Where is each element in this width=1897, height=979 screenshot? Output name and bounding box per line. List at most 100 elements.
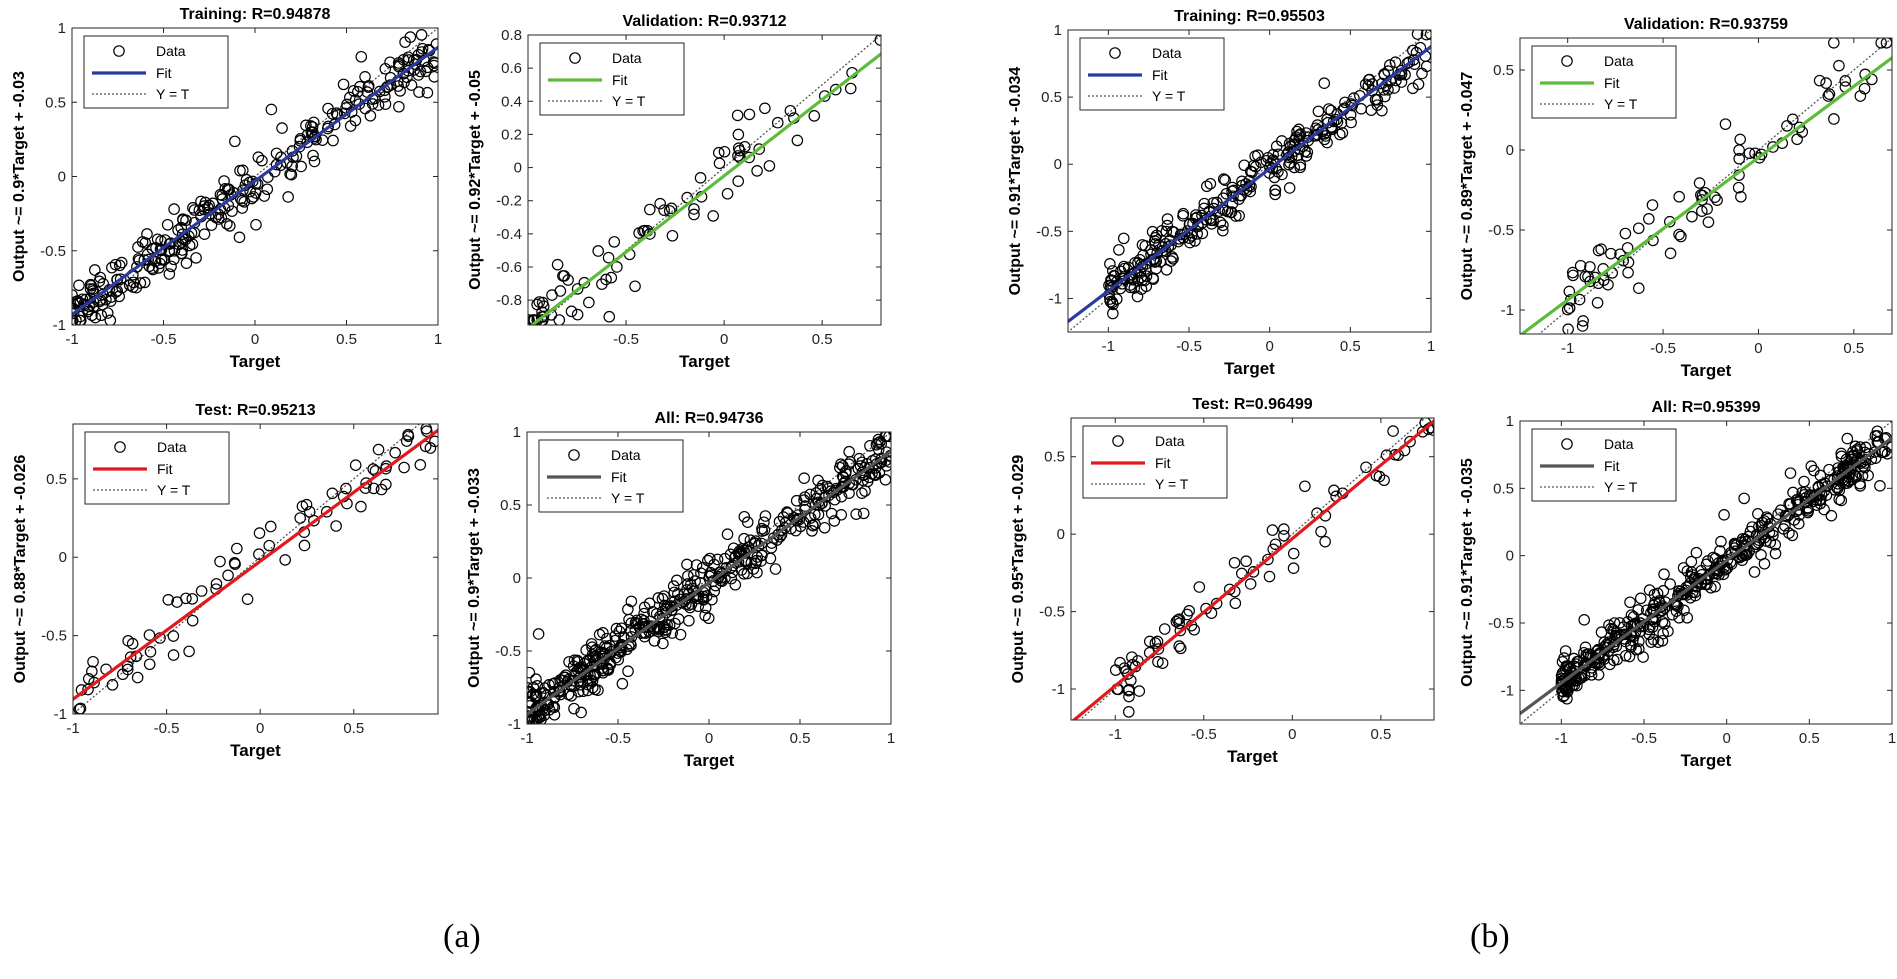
data-point bbox=[758, 516, 770, 529]
data-point bbox=[236, 202, 249, 214]
data-point bbox=[1875, 38, 1887, 49]
data-point bbox=[1822, 90, 1835, 102]
regression-panel-a-training: -1 -0.5 0 0.5 1 -1 -0.5 0 0.5 1 Training: R=0.9487… bbox=[11, 6, 442, 371]
data-point bbox=[1369, 93, 1382, 106]
data-point bbox=[1149, 231, 1162, 244]
data-point bbox=[362, 81, 375, 93]
data-point bbox=[190, 252, 202, 264]
data-point bbox=[729, 578, 742, 591]
data-point bbox=[872, 433, 885, 446]
data-point bbox=[1619, 227, 1632, 240]
data-point bbox=[250, 218, 262, 231]
y-axis-label: Output ~= 0.92*Target + -0.05 bbox=[467, 70, 484, 290]
data-point bbox=[759, 102, 771, 115]
data-point bbox=[1715, 535, 1727, 548]
data-point bbox=[389, 446, 401, 459]
data-point bbox=[835, 509, 848, 521]
data-point bbox=[1288, 161, 1301, 174]
data-point bbox=[1662, 625, 1674, 638]
y-tick-label: 0 bbox=[58, 169, 66, 186]
data-point bbox=[602, 251, 615, 264]
y-axis-label: Output ~= 0.91*Target + -0.034 bbox=[1007, 67, 1024, 296]
data-point bbox=[161, 218, 174, 231]
y-tick-label: -0.5 bbox=[1488, 615, 1514, 632]
data-point bbox=[527, 713, 537, 724]
x-axis-label: Target bbox=[1224, 359, 1275, 378]
y-tick-label: 0.6 bbox=[501, 60, 522, 77]
axes-frame bbox=[1070, 417, 1435, 721]
x-tick-label: 1 bbox=[434, 331, 442, 348]
data-point bbox=[708, 558, 720, 571]
data-point bbox=[527, 666, 536, 679]
data-point bbox=[1319, 535, 1331, 548]
data-point bbox=[603, 310, 616, 323]
data-point bbox=[738, 568, 750, 580]
data-point bbox=[688, 208, 700, 221]
data-point bbox=[1675, 230, 1687, 243]
data-point bbox=[592, 684, 604, 697]
data-point bbox=[349, 459, 362, 471]
data-point bbox=[530, 673, 542, 686]
data-point bbox=[398, 461, 410, 474]
data-point bbox=[1244, 165, 1257, 178]
data-point bbox=[1166, 225, 1179, 238]
data-point bbox=[1151, 635, 1164, 648]
data-point bbox=[1709, 191, 1721, 204]
data-point bbox=[1664, 247, 1677, 260]
legend-fit-label: Fit bbox=[611, 469, 627, 485]
y-tick-label: -1 bbox=[53, 317, 66, 334]
data-point bbox=[1276, 135, 1288, 147]
data-point bbox=[229, 135, 241, 148]
data-point bbox=[1611, 653, 1624, 666]
data-point bbox=[1851, 443, 1864, 456]
data-point bbox=[713, 157, 726, 170]
x-axis-label: Target bbox=[1681, 361, 1732, 380]
data-point bbox=[850, 508, 862, 520]
y-tick-label: 0.5 bbox=[1044, 449, 1065, 466]
plot-content bbox=[73, 424, 438, 714]
legend-fit-label: Fit bbox=[156, 65, 172, 81]
data-point bbox=[1664, 578, 1676, 590]
axes-frame bbox=[527, 34, 882, 326]
data-point bbox=[1125, 674, 1137, 687]
data-point bbox=[221, 218, 233, 230]
fit-line bbox=[1520, 435, 1892, 716]
data-point bbox=[1174, 228, 1187, 241]
data-point bbox=[874, 35, 881, 46]
data-point bbox=[173, 238, 185, 251]
data-point bbox=[809, 518, 821, 531]
data-point bbox=[1152, 643, 1165, 655]
data-point bbox=[1577, 315, 1589, 327]
x-tick-label: 0.5 bbox=[1843, 340, 1864, 357]
data-point bbox=[666, 627, 679, 639]
data-point bbox=[1401, 57, 1414, 70]
data-point bbox=[1821, 480, 1833, 493]
plot-title: All: R=0.95399 bbox=[1652, 399, 1761, 416]
data-point bbox=[688, 203, 700, 215]
plot-title: Test: R=0.96499 bbox=[1192, 396, 1312, 413]
data-point bbox=[1815, 493, 1827, 506]
y-tick-label: 0 bbox=[1054, 156, 1062, 173]
data-point bbox=[1136, 274, 1149, 287]
data-point bbox=[1173, 613, 1186, 625]
data-point bbox=[562, 274, 574, 286]
y-axis-label: Output ~= 0.95*Target + -0.029 bbox=[1010, 455, 1027, 684]
data-point bbox=[305, 120, 317, 132]
data-point bbox=[1574, 259, 1587, 272]
data-point bbox=[168, 203, 180, 215]
y-tick-label: 0 bbox=[514, 160, 522, 177]
data-point bbox=[577, 685, 589, 698]
data-point bbox=[732, 175, 745, 187]
data-point bbox=[1696, 205, 1708, 217]
data-point bbox=[1229, 597, 1242, 610]
data-point bbox=[537, 300, 550, 312]
data-point bbox=[1407, 82, 1419, 95]
data-point bbox=[106, 679, 119, 691]
data-point bbox=[218, 175, 230, 187]
legend: Data Fit Y = T bbox=[1079, 37, 1225, 111]
legend: Data Fit Y = T bbox=[1531, 428, 1677, 502]
data-point bbox=[755, 537, 768, 550]
data-point bbox=[222, 569, 234, 582]
legend-fit-label: Fit bbox=[1604, 75, 1620, 91]
data-point bbox=[1634, 592, 1647, 605]
